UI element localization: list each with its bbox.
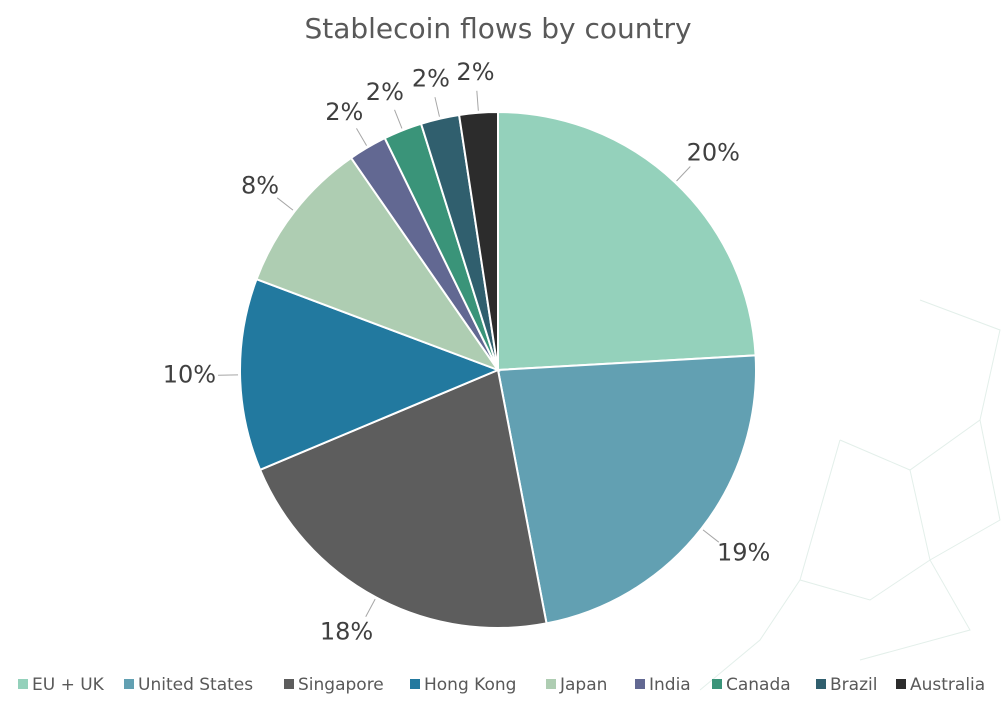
legend-label: India	[649, 675, 691, 695]
legend-label: Brazil	[830, 675, 877, 695]
pie-slice	[255, 156, 501, 373]
leader-line	[394, 109, 403, 129]
legend-swatch	[546, 679, 556, 689]
legend-label: Singapore	[298, 675, 384, 695]
legend-swatch	[816, 679, 826, 689]
legend-label: United States	[138, 675, 253, 695]
leader-line	[356, 128, 368, 146]
legend-label: EU + UK	[32, 675, 105, 695]
legend-label: Japan	[559, 675, 607, 695]
data-label: 2%	[366, 78, 404, 106]
legend-swatch	[896, 679, 906, 689]
legend-swatch	[284, 679, 294, 689]
legend-swatch	[410, 679, 420, 689]
pie-slice	[258, 368, 548, 629]
data-label: 20%	[687, 138, 740, 166]
legend-label: Canada	[726, 675, 791, 695]
leader-line	[365, 598, 376, 618]
chart-title: Stablecoin flows by country	[304, 12, 691, 45]
data-label: 2%	[456, 58, 494, 86]
leader-line	[702, 529, 720, 543]
leader-line	[434, 97, 440, 117]
data-label: 19%	[717, 538, 770, 566]
pie-slice	[239, 277, 501, 472]
pie-slice	[497, 110, 757, 372]
leader-line	[276, 197, 294, 211]
legend-label: Australia	[910, 675, 985, 695]
legend-label: Hong Kong	[424, 675, 516, 695]
legend-swatch	[635, 679, 645, 689]
data-label: 2%	[325, 98, 363, 126]
legend-swatch	[124, 679, 134, 689]
leader-line	[476, 90, 479, 111]
pie-slice	[457, 110, 499, 371]
background-decoration	[699, 299, 1001, 691]
legend-swatch	[18, 679, 28, 689]
leader-line	[676, 166, 691, 182]
data-label: 10%	[163, 361, 216, 389]
pie-slice	[496, 354, 757, 625]
data-label: 2%	[412, 65, 450, 93]
legend-swatch	[712, 679, 722, 689]
data-label: 8%	[241, 172, 279, 200]
data-label: 18%	[320, 618, 373, 646]
